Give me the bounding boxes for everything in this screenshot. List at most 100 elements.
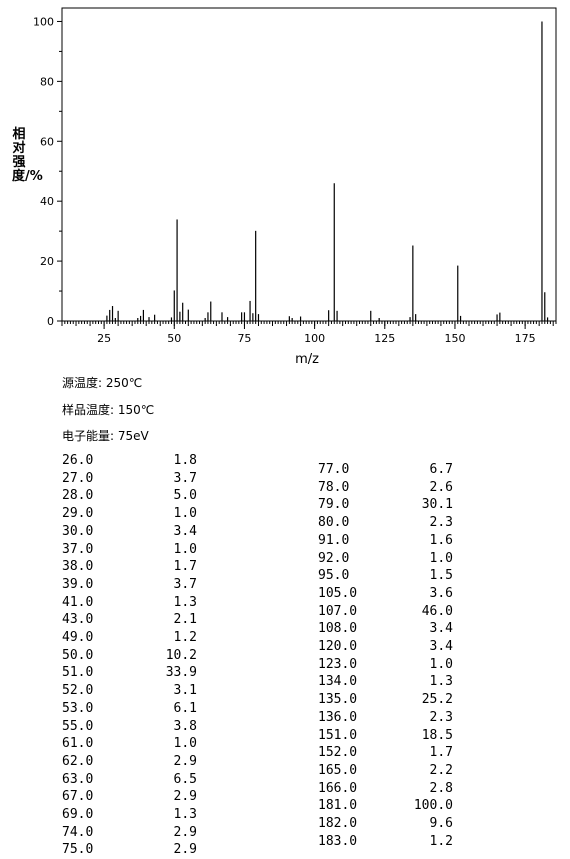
peak-row: 69.0 1.3 xyxy=(62,806,197,824)
peak-mz: 182.0 xyxy=(318,816,358,832)
peak-intensity: 2.6 xyxy=(429,479,453,495)
peak-intensity: 5.0 xyxy=(173,488,197,504)
peak-intensity: 2.2 xyxy=(429,762,453,778)
peak-mz: 49.0 xyxy=(62,630,94,646)
peak-row: 166.0 2.8 xyxy=(318,780,453,798)
peak-row: 67.0 2.9 xyxy=(62,788,197,806)
peak-intensity: 1.0 xyxy=(429,656,453,672)
peak-row: 75.0 2.9 xyxy=(62,841,197,859)
peak-row: 77.0 6.7 xyxy=(318,461,453,479)
y-tick-label: 100 xyxy=(33,15,54,28)
peak-mz: 181.0 xyxy=(318,798,358,814)
y-tick-label: 60 xyxy=(40,135,54,148)
sample-temperature: 样品温度: 150℃ xyxy=(62,403,155,417)
peak-intensity: 1.0 xyxy=(173,736,197,752)
peak-mz: 53.0 xyxy=(62,700,94,716)
peak-intensity: 30.1 xyxy=(421,497,453,513)
x-tick-label: 175 xyxy=(515,332,536,345)
x-tick-label: 75 xyxy=(237,332,251,345)
peak-row: 29.0 1.0 xyxy=(62,505,197,523)
peak-intensity: 1.6 xyxy=(429,532,453,548)
peak-mz: 55.0 xyxy=(62,718,94,734)
peak-mz: 108.0 xyxy=(318,621,358,637)
peak-row: 92.0 1.0 xyxy=(318,550,453,568)
y-axis-label: 相对强度/% xyxy=(12,127,43,184)
peak-mz: 30.0 xyxy=(62,523,94,539)
peak-intensity: 3.4 xyxy=(429,621,453,637)
peak-mz: 37.0 xyxy=(62,541,94,557)
peak-mz: 105.0 xyxy=(318,585,358,601)
peak-intensity: 2.8 xyxy=(429,780,453,796)
peak-mz: 78.0 xyxy=(318,479,350,495)
peak-mz: 135.0 xyxy=(318,692,358,708)
peak-row: 27.0 3.7 xyxy=(62,470,197,488)
peak-mz: 77.0 xyxy=(318,462,350,477)
peak-mz: 28.0 xyxy=(62,488,94,504)
peak-row: 183.0 1.2 xyxy=(318,833,453,851)
y-tick-label: 80 xyxy=(40,75,54,88)
peak-mz: 165.0 xyxy=(318,762,358,778)
peak-intensity: 2.9 xyxy=(173,824,197,840)
peak-intensity: 1.3 xyxy=(429,674,453,690)
x-tick-label: 25 xyxy=(97,332,111,345)
peak-row: 120.0 3.4 xyxy=(318,638,453,656)
peak-intensity: 2.9 xyxy=(173,789,197,805)
mass-spectrum-chart: 0 20 40 60 80 100 25 50 75 100 125 150 175 m/z xyxy=(33,7,557,367)
peak-mz: 67.0 xyxy=(62,789,94,805)
chart-ticks: 0 20 40 60 80 100 25 50 75 100 125 150 175 xyxy=(33,15,557,345)
peak-row: 78.0 2.6 xyxy=(318,479,453,497)
peak-row: 79.0 30.1 xyxy=(318,496,453,514)
peak-row: 49.0 1.2 xyxy=(62,629,197,647)
peak-row: 181.0 100.0 xyxy=(318,797,453,815)
peak-mz: 151.0 xyxy=(318,727,358,743)
peak-mz: 107.0 xyxy=(318,603,358,619)
peak-intensity: 33.9 xyxy=(165,665,197,681)
peak-row: 61.0 1.0 xyxy=(62,735,197,753)
peak-mz: 95.0 xyxy=(318,568,350,584)
peak-row: 62.0 2.9 xyxy=(62,753,197,771)
peak-intensity: 1.2 xyxy=(173,630,197,646)
peak-mz: 120.0 xyxy=(318,639,358,655)
peak-row: 53.0 6.1 xyxy=(62,700,197,718)
peak-intensity: 1.0 xyxy=(429,550,453,566)
peak-intensity: 1.3 xyxy=(173,594,197,610)
peak-intensity: 3.1 xyxy=(173,683,197,699)
peak-intensity: 3.4 xyxy=(173,523,197,539)
peak-mz: 41.0 xyxy=(62,594,94,610)
peak-intensity: 2.3 xyxy=(429,709,453,725)
peak-intensity: 1.8 xyxy=(173,453,197,468)
peak-row: 134.0 1.3 xyxy=(318,673,453,691)
peak-row: 135.0 25.2 xyxy=(318,691,453,709)
peak-row: 107.0 46.0 xyxy=(318,603,453,621)
peak-mz: 92.0 xyxy=(318,550,350,566)
y-tick-label: 20 xyxy=(40,255,54,268)
peak-row: 52.0 3.1 xyxy=(62,682,197,700)
peak-row: 136.0 2.3 xyxy=(318,709,453,727)
chart-axes xyxy=(61,7,557,322)
source-temperature: 源温度: 250℃ xyxy=(62,376,143,390)
x-tick-label: 125 xyxy=(374,332,395,345)
peak-intensity: 2.3 xyxy=(429,515,453,531)
peak-mz: 134.0 xyxy=(318,674,358,690)
peak-intensity: 100.0 xyxy=(413,798,453,814)
peak-row: 26.0 1.8 xyxy=(62,452,197,470)
peak-intensity: 1.2 xyxy=(429,833,453,849)
peak-mz: 50.0 xyxy=(62,647,94,663)
peak-intensity: 25.2 xyxy=(421,692,453,708)
peak-mz: 79.0 xyxy=(318,497,350,513)
x-tick-label: 100 xyxy=(304,332,325,345)
peak-mz: 80.0 xyxy=(318,515,350,531)
peak-mz: 29.0 xyxy=(62,506,94,522)
peak-mz: 166.0 xyxy=(318,780,358,796)
peak-intensity: 1.5 xyxy=(429,568,453,584)
electron-energy: 电子能量: 75eV xyxy=(62,429,149,443)
peak-mz: 52.0 xyxy=(62,683,94,699)
x-tick-label: 50 xyxy=(167,332,181,345)
peak-intensity: 3.6 xyxy=(429,585,453,601)
peak-row: 38.0 1.7 xyxy=(62,558,197,576)
peak-intensity: 3.8 xyxy=(173,718,197,734)
peak-row: 30.0 3.4 xyxy=(62,523,197,541)
y-tick-label: 40 xyxy=(40,195,54,208)
peak-table-left: 26.0 1.8 27.0 3.7 28.0 5.0 29.0 1.0 30.0 3.4 37.0 1… xyxy=(62,452,197,859)
peak-mz: 39.0 xyxy=(62,576,94,592)
